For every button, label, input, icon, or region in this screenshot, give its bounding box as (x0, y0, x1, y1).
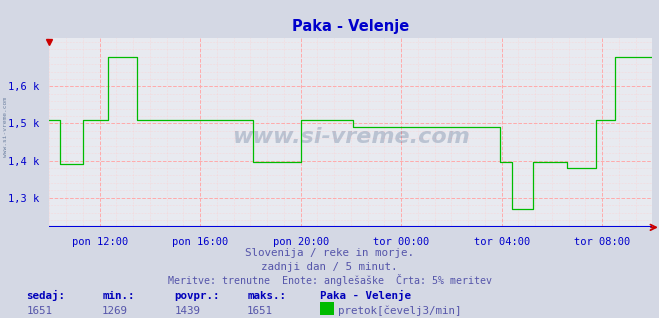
Text: Paka - Velenje: Paka - Velenje (320, 290, 411, 301)
Text: 1651: 1651 (26, 306, 52, 316)
Text: maks.:: maks.: (247, 291, 286, 301)
Text: zadnji dan / 5 minut.: zadnji dan / 5 minut. (261, 262, 398, 272)
Text: 1439: 1439 (175, 306, 200, 316)
Text: pretok[čevelj3/min]: pretok[čevelj3/min] (338, 306, 461, 316)
Text: www.si-vreme.com: www.si-vreme.com (3, 97, 8, 157)
Text: www.si-vreme.com: www.si-vreme.com (232, 127, 470, 147)
Text: Meritve: trenutne  Enote: anglešaške  Črta: 5% meritev: Meritve: trenutne Enote: anglešaške Črta… (167, 274, 492, 286)
Text: Slovenija / reke in morje.: Slovenija / reke in morje. (245, 248, 414, 258)
Text: sedaj:: sedaj: (26, 290, 65, 301)
Text: min.:: min.: (102, 291, 134, 301)
Title: Paka - Velenje: Paka - Velenje (293, 19, 409, 34)
Text: povpr.:: povpr.: (175, 291, 220, 301)
Text: 1269: 1269 (102, 306, 128, 316)
Text: 1651: 1651 (247, 306, 273, 316)
